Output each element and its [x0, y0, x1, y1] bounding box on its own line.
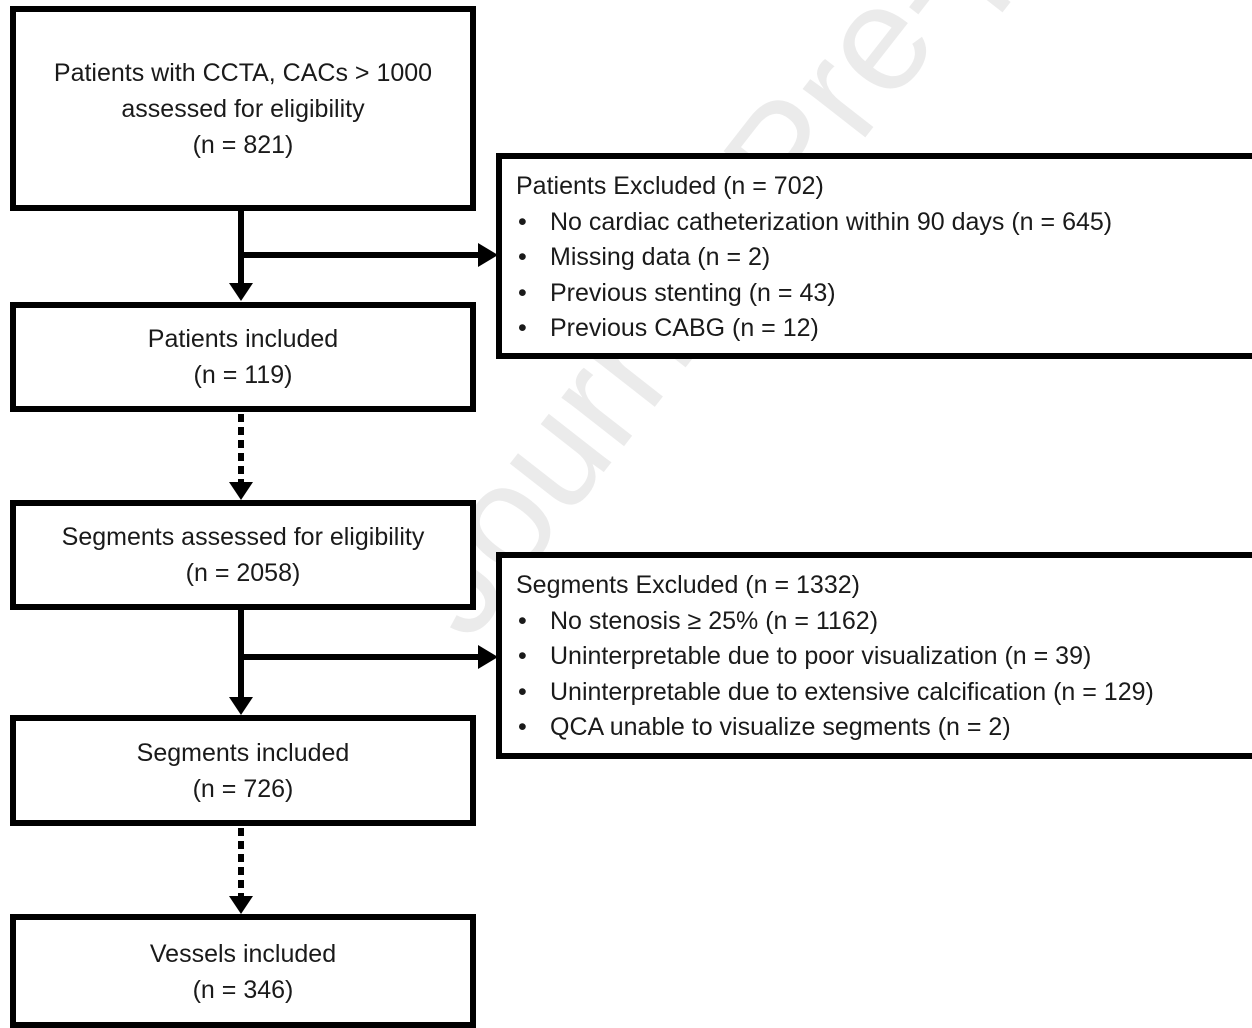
segments-included-count: (n = 726) [192, 774, 294, 803]
arrow-down-icon [229, 697, 253, 715]
list-item: Previous stenting (n = 43) [516, 276, 1236, 312]
patients-assessed-line1: Patients with CCTA, CACs > 1000 [53, 58, 433, 87]
patients-assessed-box: Patients with CCTA, CACs > 1000 assessed… [10, 6, 476, 211]
segments-included-label: Segments included [136, 738, 350, 767]
connector-to-segments-excluded [244, 654, 480, 660]
segments-assessed-label: Segments assessed for eligibility [61, 523, 425, 551]
list-item: Uninterpretable due to poor visualizatio… [516, 639, 1236, 675]
connector-to-patients-excluded [244, 252, 480, 258]
arrow-down-icon [229, 283, 253, 301]
vessels-included-count: (n = 346) [192, 976, 294, 1004]
list-item: No cardiac catheterization within 90 day… [516, 205, 1236, 241]
arrow-right-icon [478, 243, 498, 267]
patients-assessed-count: (n = 821) [192, 130, 294, 159]
patients-included-label: Patients included [147, 325, 339, 353]
vessels-included-label: Vessels included [149, 940, 337, 968]
patients-included-count: (n = 119) [193, 361, 293, 389]
arrow-down-icon [229, 482, 253, 500]
list-item: Missing data (n = 2) [516, 240, 1236, 276]
list-item: Uninterpretable due to extensive calcifi… [516, 675, 1236, 711]
dotted-connector-patients-to-segments [238, 414, 244, 492]
arrow-down-icon [229, 896, 253, 914]
patients-assessed-line2: assessed for eligibility [121, 94, 365, 123]
segments-included-box: Segments included (n = 726) [10, 715, 476, 826]
segments-excluded-box: Segments Excluded (n = 1332) No stenosis… [496, 552, 1252, 759]
list-item: QCA unable to visualize segments (n = 2) [516, 710, 1236, 746]
patients-excluded-list: No cardiac catheterization within 90 day… [516, 205, 1236, 347]
dotted-connector-segments-to-vessels [238, 828, 244, 906]
segments-assessed-box: Segments assessed for eligibility (n = 2… [10, 500, 476, 610]
arrow-right-icon [478, 645, 498, 669]
patients-excluded-box: Patients Excluded (n = 702) No cardiac c… [496, 153, 1252, 359]
vessels-included-box: Vessels included (n = 346) [10, 914, 476, 1028]
list-item: Previous CABG (n = 12) [516, 311, 1236, 347]
list-item: No stenosis ≥ 25% (n = 1162) [516, 604, 1236, 640]
patients-excluded-title: Patients Excluded (n = 702) [516, 172, 824, 200]
connector-assessed-to-included [238, 211, 244, 285]
patients-included-box: Patients included (n = 119) [10, 302, 476, 412]
segments-excluded-list: No stenosis ≥ 25% (n = 1162) Uninterpret… [516, 604, 1236, 746]
segments-assessed-count: (n = 2058) [185, 559, 301, 587]
connector-segments-assessed-to-included [238, 610, 244, 698]
segments-excluded-title: Segments Excluded (n = 1332) [516, 571, 860, 599]
